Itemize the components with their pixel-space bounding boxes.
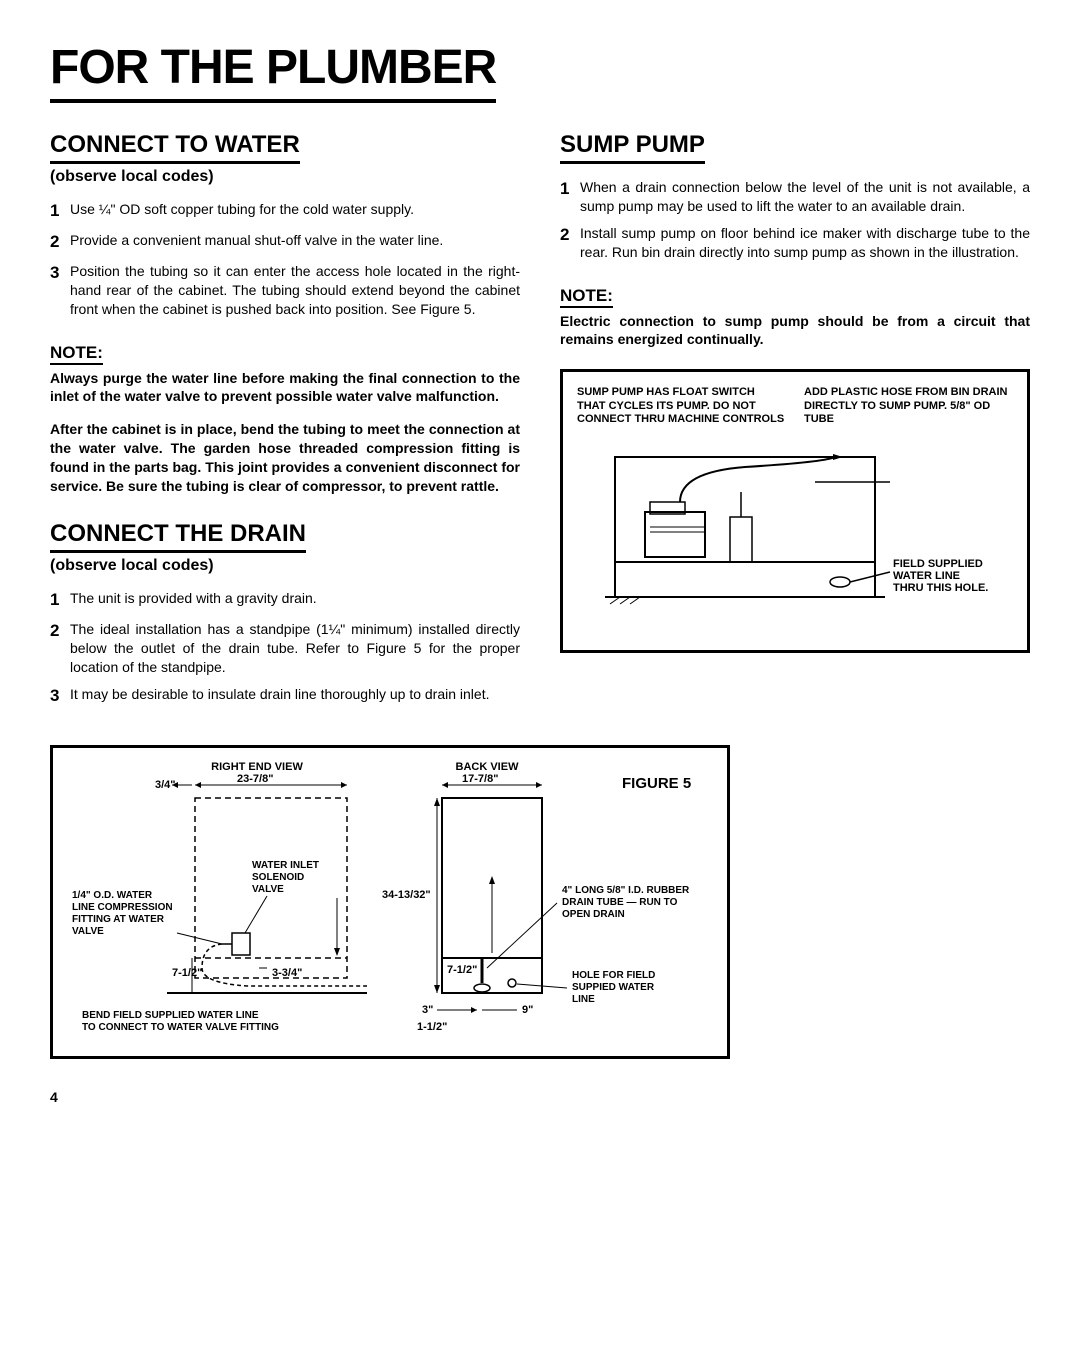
svg-text:7-1/2": 7-1/2" — [447, 964, 477, 976]
section-subtitle: (observe local codes) — [50, 557, 520, 575]
item-text: Provide a convenient manual shut-off val… — [70, 231, 443, 250]
svg-text:LINE: LINE — [572, 994, 595, 1005]
list-item: 1 Use ¼" OD soft copper tubing for the c… — [50, 200, 520, 223]
note-heading: NOTE: — [50, 343, 103, 365]
svg-text:LINE COMPRESSION: LINE COMPRESSION — [72, 902, 173, 913]
note-body: Always purge the water line before makin… — [50, 369, 520, 407]
svg-text:OPEN DRAIN: OPEN DRAIN — [562, 909, 625, 920]
diagram-label: SUMP PUMP HAS FLOAT SWITCH THAT CYCLES I… — [577, 386, 786, 426]
body-paragraph: After the cabinet is in place, bend the … — [50, 420, 520, 496]
section-heading: CONNECT THE DRAIN — [50, 520, 306, 553]
item-text: Install sump pump on floor behind ice ma… — [580, 224, 1030, 262]
connect-drain-section: CONNECT THE DRAIN (observe local codes) … — [50, 520, 520, 708]
svg-text:RIGHT END VIEW: RIGHT END VIEW — [211, 761, 303, 773]
svg-text:7-1/2": 7-1/2" — [172, 967, 202, 979]
svg-text:4" LONG 5/8" I.D. RUBBER: 4" LONG 5/8" I.D. RUBBER — [562, 885, 690, 896]
right-column: SUMP PUMP 1 When a drain connection belo… — [560, 131, 1030, 715]
sump-illustration: FIELD SUPPLIED WATER LINE THRU THIS HOLE… — [577, 432, 1013, 636]
list-item: 1 When a drain connection below the leve… — [560, 178, 1030, 216]
item-number: 2 — [50, 231, 70, 254]
numbered-list: 1 The unit is provided with a gravity dr… — [50, 589, 520, 708]
diagram-label-svg: FIELD SUPPLIED — [893, 558, 983, 570]
figure5-box: RIGHT END VIEW BACK VIEW FIGURE 5 3/4" 2… — [50, 745, 730, 1059]
svg-text:WATER LINE: WATER LINE — [893, 570, 960, 582]
list-item: 3 It may be desirable to insulate drain … — [50, 685, 520, 708]
item-text: The ideal installation has a standpipe (… — [70, 620, 520, 677]
section-heading: SUMP PUMP — [560, 131, 705, 164]
svg-text:BACK VIEW: BACK VIEW — [456, 761, 520, 773]
item-text: It may be desirable to insulate drain li… — [70, 685, 489, 704]
svg-text:1-1/2": 1-1/2" — [417, 1021, 447, 1033]
section-heading: CONNECT TO WATER — [50, 131, 300, 164]
svg-text:VALVE: VALVE — [252, 884, 284, 895]
svg-text:34-13/32": 34-13/32" — [382, 889, 431, 901]
svg-text:TO CONNECT TO WATER VALVE FITT: TO CONNECT TO WATER VALVE FITTING — [82, 1022, 279, 1033]
item-number: 1 — [50, 589, 70, 612]
item-number: 1 — [50, 200, 70, 223]
numbered-list: 1 Use ¼" OD soft copper tubing for the c… — [50, 200, 520, 319]
item-number: 1 — [560, 178, 580, 201]
svg-text:3-3/4": 3-3/4" — [272, 967, 302, 979]
note-heading: NOTE: — [560, 286, 613, 308]
sump-pump-section: SUMP PUMP 1 When a drain connection belo… — [560, 131, 1030, 349]
svg-text:FIGURE 5: FIGURE 5 — [622, 775, 691, 792]
section-subtitle: (observe local codes) — [50, 168, 520, 186]
item-number: 2 — [560, 224, 580, 247]
svg-text:3": 3" — [422, 1004, 433, 1016]
svg-text:THRU THIS HOLE.: THRU THIS HOLE. — [893, 582, 988, 594]
svg-text:17-7/8": 17-7/8" — [462, 773, 498, 785]
item-text: When a drain connection below the level … — [580, 178, 1030, 216]
content-columns: CONNECT TO WATER (observe local codes) 1… — [50, 131, 1030, 715]
note-body: Electric connection to sump pump should … — [560, 312, 1030, 350]
left-column: CONNECT TO WATER (observe local codes) 1… — [50, 131, 520, 715]
list-item: 3 Position the tubing so it can enter th… — [50, 262, 520, 319]
list-item: 2 The ideal installation has a standpipe… — [50, 620, 520, 677]
svg-text:VALVE: VALVE — [72, 926, 104, 937]
item-number: 2 — [50, 620, 70, 643]
diagram-label: ADD PLASTIC HOSE FROM BIN DRAIN DIRECTLY… — [804, 386, 1013, 426]
svg-text:1/4" O.D. WATER: 1/4" O.D. WATER — [72, 890, 153, 901]
figure5-illustration: RIGHT END VIEW BACK VIEW FIGURE 5 3/4" 2… — [67, 758, 717, 1038]
svg-text:SOLENOID: SOLENOID — [252, 872, 304, 883]
page-title: FOR THE PLUMBER — [50, 40, 496, 103]
page-number: 4 — [50, 1089, 1030, 1105]
svg-text:23-7/8": 23-7/8" — [237, 773, 273, 785]
svg-text:BEND FIELD SUPPLIED WATER LINE: BEND FIELD SUPPLIED WATER LINE — [82, 1010, 259, 1021]
svg-text:DRAIN TUBE — RUN TO: DRAIN TUBE — RUN TO — [562, 897, 678, 908]
item-number: 3 — [50, 262, 70, 285]
svg-text:WATER INLET: WATER INLET — [252, 860, 319, 871]
svg-text:9": 9" — [522, 1004, 533, 1016]
list-item: 2 Provide a convenient manual shut-off v… — [50, 231, 520, 254]
item-number: 3 — [50, 685, 70, 708]
svg-text:SUPPIED WATER: SUPPIED WATER — [572, 982, 655, 993]
connect-water-section: CONNECT TO WATER (observe local codes) 1… — [50, 131, 520, 496]
list-item: 1 The unit is provided with a gravity dr… — [50, 589, 520, 612]
item-text: The unit is provided with a gravity drai… — [70, 589, 317, 608]
sump-diagram-box: SUMP PUMP HAS FLOAT SWITCH THAT CYCLES I… — [560, 369, 1030, 653]
svg-text:HOLE FOR FIELD: HOLE FOR FIELD — [572, 970, 655, 981]
item-text: Use ¼" OD soft copper tubing for the col… — [70, 200, 414, 219]
list-item: 2 Install sump pump on floor behind ice … — [560, 224, 1030, 262]
numbered-list: 1 When a drain connection below the leve… — [560, 178, 1030, 262]
svg-text:FITTING AT WATER: FITTING AT WATER — [72, 914, 165, 925]
item-text: Position the tubing so it can enter the … — [70, 262, 520, 319]
